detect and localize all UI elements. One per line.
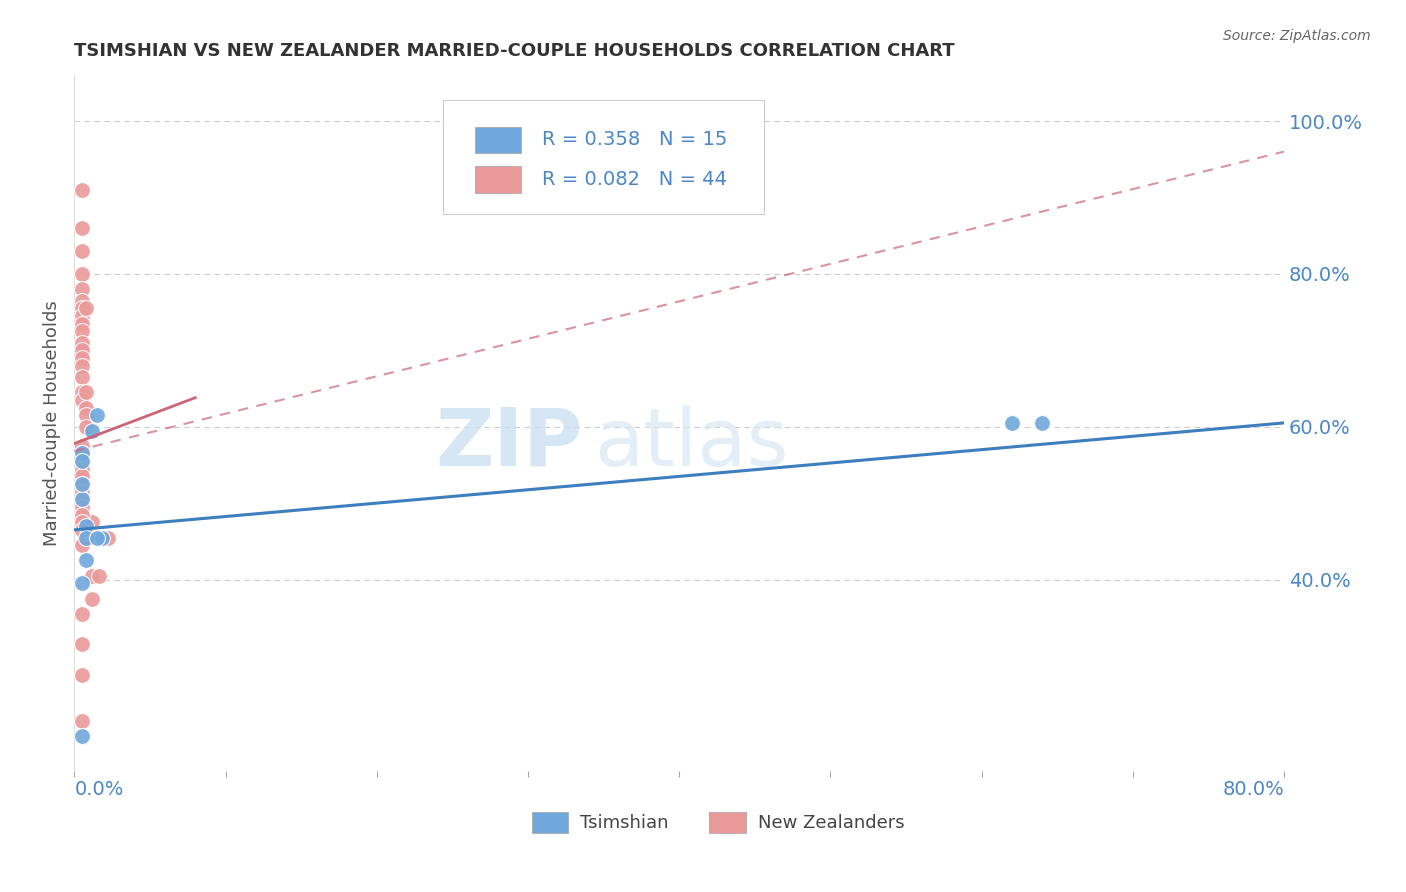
FancyBboxPatch shape xyxy=(475,166,520,193)
Point xyxy=(82,591,104,606)
Point xyxy=(70,324,93,338)
Point xyxy=(70,477,93,491)
Point xyxy=(82,515,104,529)
Point xyxy=(70,454,93,468)
Point xyxy=(70,385,93,400)
Point xyxy=(86,531,108,545)
Point xyxy=(1001,416,1024,430)
Point xyxy=(70,359,93,373)
Text: Tsimshian: Tsimshian xyxy=(579,814,668,831)
Point xyxy=(70,439,93,453)
Point xyxy=(97,531,120,545)
Point xyxy=(70,508,93,522)
Point xyxy=(70,446,93,460)
Text: R = 0.082   N = 44: R = 0.082 N = 44 xyxy=(543,170,727,189)
FancyBboxPatch shape xyxy=(531,813,568,833)
Point xyxy=(70,293,93,308)
Point xyxy=(70,267,93,281)
Point xyxy=(70,335,93,350)
Point xyxy=(70,492,93,507)
Point xyxy=(75,531,97,545)
Text: 0.0%: 0.0% xyxy=(75,780,124,798)
Point xyxy=(75,553,97,567)
Point xyxy=(70,370,93,384)
Point xyxy=(70,515,93,529)
Point xyxy=(75,519,97,533)
Text: atlas: atlas xyxy=(595,405,789,483)
Point xyxy=(70,500,93,514)
Point xyxy=(70,638,93,652)
Point xyxy=(90,531,112,545)
Point xyxy=(70,714,93,728)
Point xyxy=(87,568,110,582)
Point xyxy=(70,729,93,743)
Point xyxy=(70,351,93,365)
Point xyxy=(75,409,97,423)
Text: New Zealanders: New Zealanders xyxy=(758,814,904,831)
Point xyxy=(70,221,93,235)
Point xyxy=(70,461,93,475)
Point xyxy=(70,477,93,491)
Point xyxy=(70,523,93,537)
Point xyxy=(70,317,93,331)
Point xyxy=(70,183,93,197)
Point xyxy=(82,568,104,582)
Point xyxy=(70,538,93,552)
Point xyxy=(70,446,93,460)
Point xyxy=(75,401,97,415)
Text: Source: ZipAtlas.com: Source: ZipAtlas.com xyxy=(1223,29,1371,44)
Point xyxy=(70,244,93,258)
Point xyxy=(70,454,93,468)
Point xyxy=(75,301,97,316)
FancyBboxPatch shape xyxy=(475,127,520,153)
Point xyxy=(70,576,93,591)
Point xyxy=(70,607,93,621)
Point xyxy=(70,484,93,499)
Point xyxy=(70,492,93,507)
Point xyxy=(75,385,97,400)
Text: R = 0.358   N = 15: R = 0.358 N = 15 xyxy=(543,130,728,149)
Point xyxy=(82,424,104,438)
FancyBboxPatch shape xyxy=(443,100,763,214)
Point xyxy=(1031,416,1053,430)
Text: ZIP: ZIP xyxy=(434,405,582,483)
Point xyxy=(70,469,93,483)
Point xyxy=(70,392,93,407)
Point xyxy=(70,343,93,358)
Point xyxy=(70,668,93,682)
Point xyxy=(70,282,93,296)
Text: 80.0%: 80.0% xyxy=(1222,780,1284,798)
Text: TSIMSHIAN VS NEW ZEALANDER MARRIED-COUPLE HOUSEHOLDS CORRELATION CHART: TSIMSHIAN VS NEW ZEALANDER MARRIED-COUPL… xyxy=(75,42,955,60)
FancyBboxPatch shape xyxy=(710,813,745,833)
Point xyxy=(86,409,108,423)
Point xyxy=(75,419,97,434)
Point xyxy=(70,309,93,323)
Point xyxy=(70,301,93,316)
Y-axis label: Married-couple Households: Married-couple Households xyxy=(44,300,60,546)
